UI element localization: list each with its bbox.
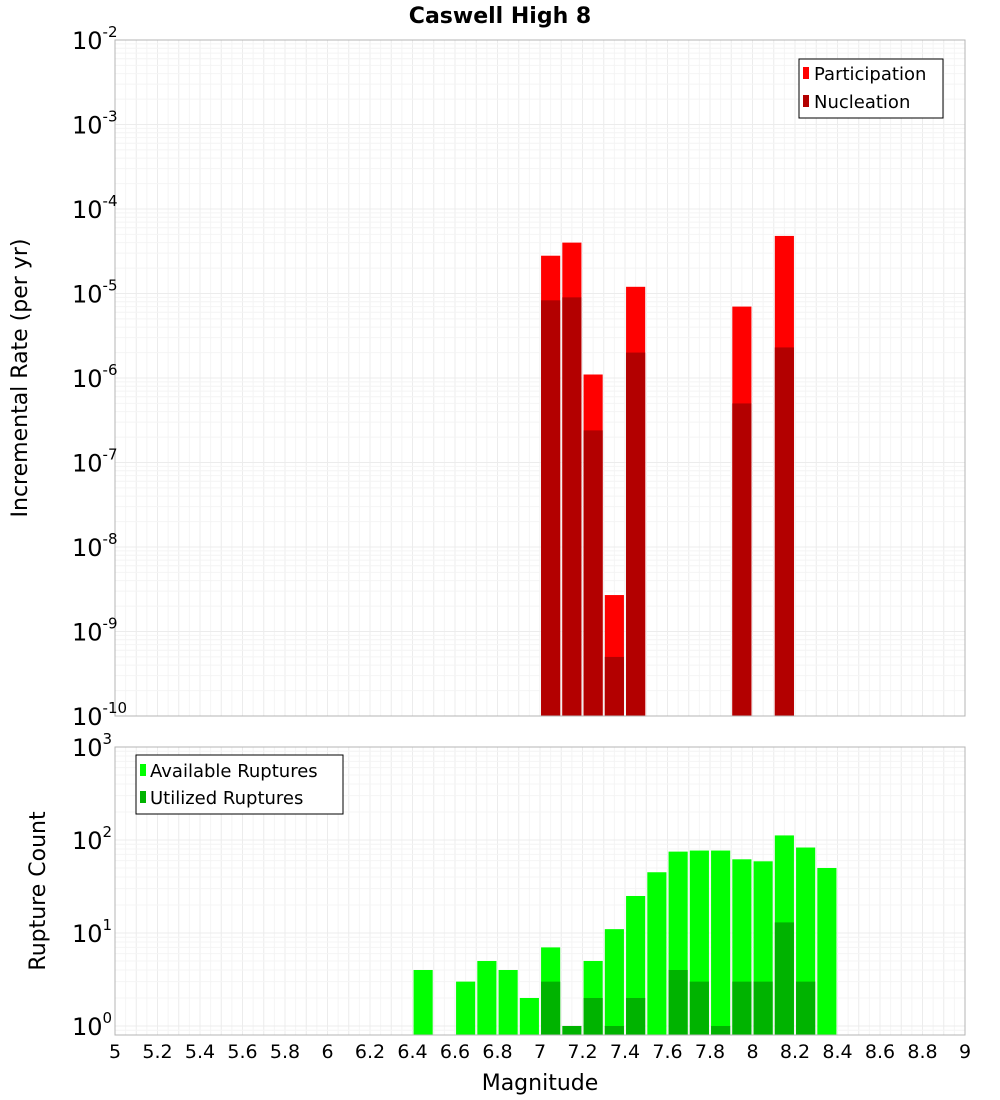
count-bar-utilized-ruptures (689, 981, 709, 1035)
top-panel: 10-10 10-9 10-8 10-7 10-6 10-5 10-4 10-3 10-2 In… (8, 23, 966, 731)
legend-swatch-utilized (140, 791, 146, 803)
y-tick-label: 10-10 (72, 699, 127, 731)
top-grid (114, 39, 966, 717)
top-legend: Participation Nucleation (798, 58, 944, 119)
x-tick-label: 8 (746, 1041, 758, 1063)
y-tick-label: 10-2 (72, 23, 118, 55)
y-tick-label: 103 (72, 730, 112, 762)
count-bar-available-ruptures (604, 929, 624, 1035)
bottom-plot-frame (114, 746, 966, 1036)
x-tick-label: 7.4 (610, 1041, 640, 1063)
bottom-panel: 100 101 102 103 5 5.2 5.4 5.6 5.8 6 6.2 6.4 6.6 6.8 7… (26, 730, 971, 1096)
y-tick-label: 10-8 (72, 530, 118, 562)
count-bar-utilized-ruptures (604, 1025, 624, 1035)
x-tick-label: 9 (959, 1041, 971, 1063)
rate-bar-nucleation (732, 403, 752, 716)
x-ticks: 5 5.2 5.4 5.6 5.8 6 6.2 6.4 6.6 6.8 7 7.2 7.4 7.6 7.8 8… (109, 1041, 971, 1063)
bottom-y-axis-label: Rupture Count (26, 811, 51, 971)
x-tick-label: 5.2 (142, 1041, 172, 1063)
legend-label-participation: Participation (814, 64, 926, 85)
y-tick-label: 10-9 (72, 615, 118, 647)
x-axis-label: Magnitude (482, 1071, 599, 1096)
x-tick-label: 8.6 (865, 1041, 895, 1063)
top-legend-box (798, 58, 944, 119)
count-bar-utilized-ruptures (668, 969, 688, 1035)
count-bar-utilized-ruptures (583, 997, 603, 1035)
count-bar-utilized-ruptures (774, 922, 794, 1035)
rate-bar-nucleation (626, 352, 646, 716)
count-bar-available-ruptures (519, 997, 539, 1035)
bottom-legend: Available Ruptures Utilized Ruptures (135, 754, 344, 815)
x-tick-label: 7 (534, 1041, 546, 1063)
count-bar-utilized-ruptures (562, 1025, 582, 1035)
y-tick-label: 102 (72, 823, 112, 855)
x-tick-label: 5.6 (227, 1041, 257, 1063)
y-tick-label: 101 (72, 916, 112, 948)
count-bar-available-ruptures (498, 969, 518, 1035)
y-tick-label: 10-7 (72, 446, 118, 478)
top-y-axis-label: Incremental Rate (per yr) (8, 239, 33, 518)
top-bars (541, 235, 794, 717)
legend-label-available: Available Ruptures (150, 761, 318, 782)
count-bar-utilized-ruptures (796, 981, 816, 1035)
y-tick-label: 100 (72, 1009, 112, 1041)
legend-label-nucleation: Nucleation (814, 92, 910, 113)
count-bar-available-ruptures (711, 850, 731, 1035)
x-tick-label: 8.8 (907, 1041, 937, 1063)
x-tick-label: 8.4 (822, 1041, 852, 1063)
bottom-legend-box (135, 754, 344, 815)
legend-swatch-participation (803, 67, 809, 79)
count-bar-utilized-ruptures (541, 981, 561, 1035)
count-bar-available-ruptures (477, 960, 497, 1035)
x-tick-label: 6.2 (355, 1041, 385, 1063)
x-tick-label: 5 (109, 1041, 121, 1063)
count-bar-available-ruptures (817, 867, 837, 1035)
x-tick-label: 6.8 (482, 1041, 512, 1063)
count-bar-available-ruptures (647, 872, 667, 1035)
y-tick-label: 10-4 (72, 192, 118, 224)
count-bar-utilized-ruptures (753, 981, 773, 1035)
legend-swatch-available (140, 764, 146, 776)
x-tick-label: 5.4 (185, 1041, 215, 1063)
y-tick-label: 10-6 (72, 361, 118, 393)
x-tick-label: 7.2 (567, 1041, 597, 1063)
count-bar-utilized-ruptures (732, 981, 752, 1035)
legend-swatch-nucleation (803, 95, 809, 107)
x-tick-label: 5.8 (270, 1041, 300, 1063)
top-y-ticks: 10-10 10-9 10-8 10-7 10-6 10-5 10-4 10-3 10-2 (72, 23, 127, 731)
chart-title: Caswell High 8 (409, 4, 591, 29)
x-tick-label: 6.4 (397, 1041, 427, 1063)
y-tick-label: 10-5 (72, 277, 118, 309)
count-bar-utilized-ruptures (711, 1025, 731, 1035)
legend-label-utilized: Utilized Ruptures (150, 788, 303, 809)
bottom-bars (413, 835, 837, 1035)
y-tick-label: 10-3 (72, 108, 118, 140)
rate-bar-nucleation (541, 300, 561, 716)
count-bar-available-ruptures (413, 969, 433, 1035)
rate-bar-nucleation (604, 656, 624, 716)
x-tick-label: 6 (321, 1041, 333, 1063)
x-tick-label: 7.8 (695, 1041, 725, 1063)
count-bar-utilized-ruptures (626, 997, 646, 1035)
bottom-y-ticks: 100 101 102 103 (72, 730, 112, 1041)
count-bar-available-ruptures (456, 981, 476, 1035)
top-plot-frame (114, 39, 966, 717)
x-tick-label: 8.2 (780, 1041, 810, 1063)
x-tick-label: 7.6 (652, 1041, 682, 1063)
rate-bar-nucleation (774, 347, 794, 716)
bottom-grid (114, 746, 966, 1036)
rate-bar-nucleation (583, 430, 603, 716)
x-tick-label: 6.6 (440, 1041, 470, 1063)
rate-bar-nucleation (562, 297, 582, 716)
